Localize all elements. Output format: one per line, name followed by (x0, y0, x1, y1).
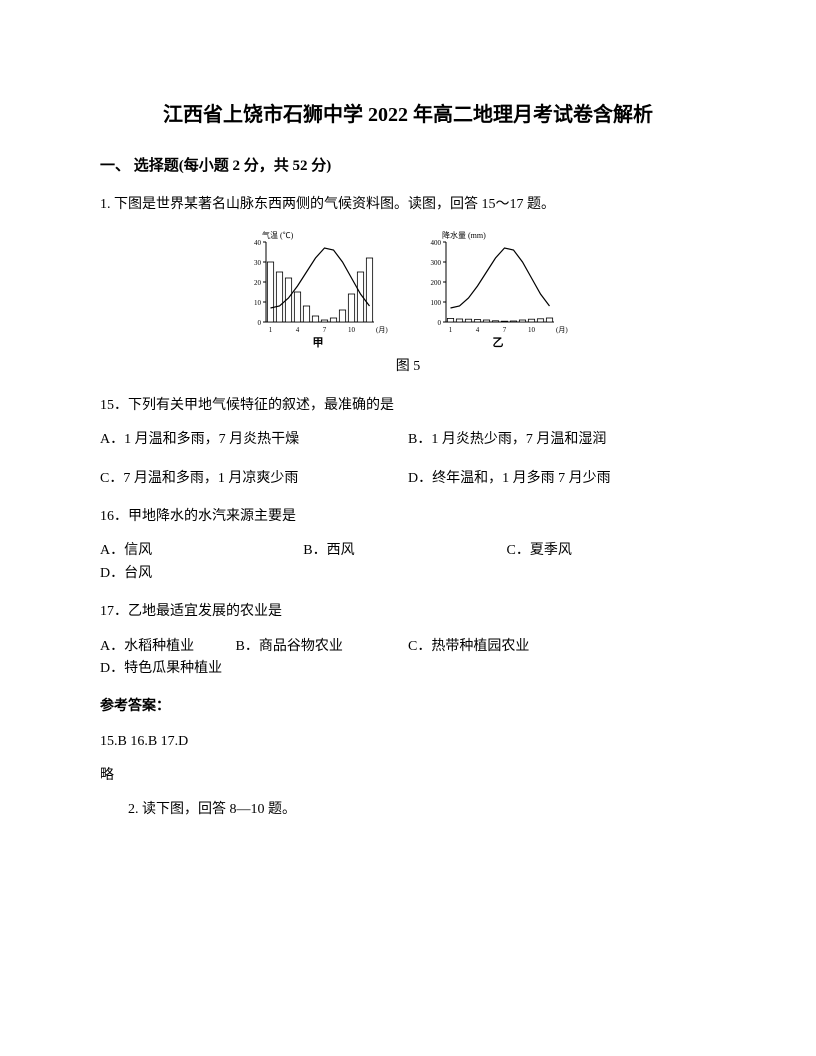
svg-text:7: 7 (503, 326, 507, 334)
q16-text: 16．甲地降水的水汽来源主要是 (100, 506, 716, 528)
q15-opt-b: B．1 月炎热少雨，7 月温和湿润 (408, 429, 716, 451)
svg-text:乙: 乙 (493, 336, 504, 348)
svg-text:气温 (℃): 气温 (℃) (262, 230, 294, 240)
svg-text:10: 10 (254, 299, 262, 307)
q2-intro: 2. 读下图，回答 8—10 题。 (100, 799, 716, 821)
svg-text:(月): (月) (556, 326, 568, 334)
svg-text:10: 10 (348, 326, 356, 334)
q16-opt-c: C．夏季风 (507, 540, 710, 562)
svg-text:0: 0 (258, 319, 262, 327)
svg-text:0: 0 (438, 319, 442, 327)
q16-opt-d: D．台风 (100, 563, 303, 585)
answer-text: 15.B 16.B 17.D (100, 731, 716, 753)
svg-text:200: 200 (431, 279, 442, 287)
answer-label: 参考答案： (100, 696, 716, 718)
answer-note: 略 (100, 765, 716, 787)
svg-text:4: 4 (296, 326, 300, 334)
q15-opt-a: A．1 月温和多雨，7 月炎热干燥 (100, 429, 408, 451)
climate-chart-right: 降水量 (mm) 0 100 200 300 400 1 4 7 10 (月) 乙 (418, 228, 578, 348)
svg-text:40: 40 (254, 239, 262, 247)
svg-text:30: 30 (254, 259, 262, 267)
q17-opt-a: A．水稻种植业 (100, 636, 236, 658)
q16-opt-a: A．信风 (100, 540, 303, 562)
page-title: 江西省上饶市石狮中学 2022 年高二地理月考试卷含解析 (100, 100, 716, 130)
svg-text:降水量 (mm): 降水量 (mm) (442, 230, 486, 240)
q15-opt-d: D．终年温和，1 月多雨 7 月少雨 (408, 468, 716, 490)
chart-container: 气温 (℃) 0 10 20 30 40 1 4 7 10 (月) 甲 降水量 (mm) 0 100 200… (100, 228, 716, 348)
svg-text:100: 100 (431, 299, 442, 307)
svg-text:(月): (月) (376, 326, 388, 334)
svg-text:甲: 甲 (313, 336, 324, 348)
climate-chart-left: 气温 (℃) 0 10 20 30 40 1 4 7 10 (月) 甲 (238, 228, 398, 348)
q17-opt-b: B．商品谷物农业 (236, 636, 408, 658)
svg-text:1: 1 (269, 326, 273, 334)
q17-options: A．水稻种植业 B．商品谷物农业 C．热带种植园农业 D．特色瓜果种植业 (100, 636, 716, 681)
section-heading: 一、 选择题(每小题 2 分，共 52 分) (100, 154, 716, 178)
q16-options: A．信风 B．西风 C．夏季风 D．台风 (100, 540, 716, 585)
q15-options: A．1 月温和多雨，7 月炎热干燥 B．1 月炎热少雨，7 月温和湿润 (100, 429, 716, 451)
svg-text:7: 7 (323, 326, 327, 334)
q15-opt-c: C．7 月温和多雨，1 月凉爽少雨 (100, 468, 408, 490)
svg-text:400: 400 (431, 239, 442, 247)
q15-options-2: C．7 月温和多雨，1 月凉爽少雨 D．终年温和，1 月多雨 7 月少雨 (100, 468, 716, 490)
svg-text:20: 20 (254, 279, 262, 287)
svg-text:1: 1 (449, 326, 453, 334)
q17-opt-d: D．特色瓜果种植业 (100, 658, 346, 680)
svg-text:10: 10 (528, 326, 536, 334)
chart-caption: 图 5 (100, 356, 716, 378)
q17-text: 17．乙地最适宜发展的农业是 (100, 601, 716, 623)
q16-opt-b: B．西风 (303, 540, 506, 562)
q15-text: 15．下列有关甲地气候特征的叙述，最准确的是 (100, 395, 716, 417)
q1-intro: 1. 下图是世界某著名山脉东西两侧的气候资料图。读图，回答 15～17 题。 (100, 194, 716, 216)
svg-text:300: 300 (431, 259, 442, 267)
svg-text:4: 4 (476, 326, 480, 334)
q17-opt-c: C．热带种植园农业 (408, 636, 593, 658)
